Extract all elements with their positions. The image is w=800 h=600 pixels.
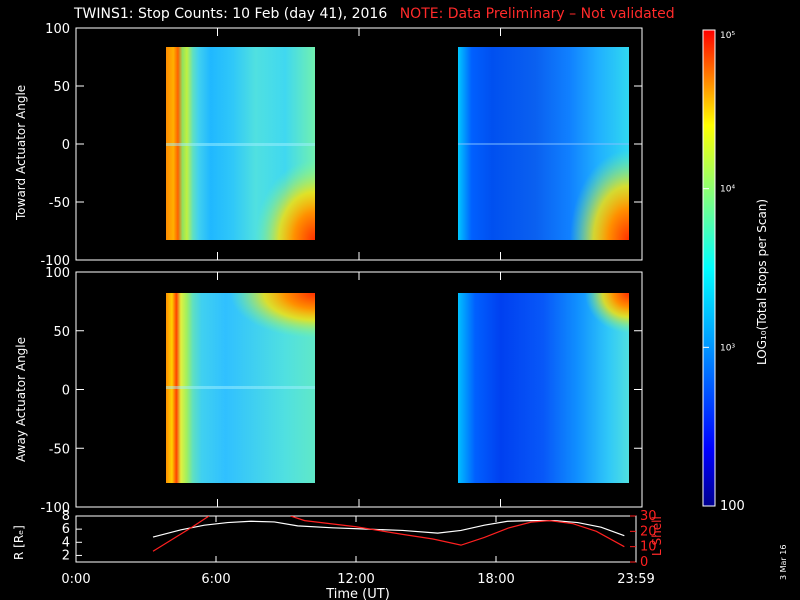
lshell-tick-label: 30 [640,509,657,524]
y-tick-label: 100 [45,22,70,37]
lshell-line [152,516,210,552]
title-note: NOTE: Data Preliminary – Not validated [399,6,675,22]
y-tick-label: 0 [62,138,70,153]
away-y-axis: 100 50 0 -50 -100 [40,266,642,516]
r-tick-label: 4 [62,535,70,550]
date-stamp: 3 Mar 16 [779,544,788,580]
away-stripe [166,386,315,389]
toward-ylabel: Toward Actuator Angle [14,84,28,220]
r-tick-label: 6 [62,522,70,537]
away-panel: 100 50 0 -50 -100 [40,266,643,516]
y-tick-label: 50 [53,80,70,95]
toward-hotspot-early [255,160,315,240]
time-tick-label: 0:00 [61,572,90,587]
away-hotspot-early [230,293,315,338]
chart-title: TWINS1: Stop Counts: 10 Feb (day 41), 20… [74,6,675,22]
toward-x-ticks [75,28,643,260]
time-axis: 0:00 6:00 12:00 18:00 23:59 Time (UT) [61,516,655,600]
radius-line [152,519,625,538]
away-x-ticks [75,272,643,507]
toward-stripe [166,143,315,146]
y-tick-label: 50 [53,325,70,340]
colorbar-tick-label: 100 [720,499,745,514]
time-tick-label: 12:00 [337,572,374,587]
colorbar-tick-label: 10³ [720,343,735,353]
lshell-label: L Shell [650,516,664,556]
away-hotspot-late [585,293,629,333]
colorbar: 10⁵ 10⁴ 10³ 100 [702,29,745,514]
y-tick-label: 0 [62,384,70,399]
lshell-tick-label: 20 [640,524,657,539]
toward-panel: 100 50 0 -50 -100 [40,22,643,269]
y-tick-label: -50 [49,196,70,211]
orbit-frame [75,515,637,563]
toward-y-axis: 100 50 0 -50 -100 [40,22,642,269]
r-tick-label: 2 [62,548,70,563]
colorbar-tick-label: 10⁵ [720,31,735,41]
colorbar-scale [702,29,716,507]
time-axis-label: Time (UT) [325,587,390,600]
time-tick-label: 23:59 [617,572,654,587]
radius-label: R [Rₑ] [12,525,26,560]
lshell-tick-label: 10 [640,540,657,555]
toward-hotspot-late [570,150,629,240]
r-tick-label: 8 [62,509,70,524]
lshell-line [290,516,625,548]
y-tick-label: 100 [45,266,70,281]
y-tick-label: -100 [40,501,70,516]
colorbar-tick-label: 10⁴ [720,185,735,195]
toward-heatmap [166,47,629,240]
lshell-tick-label: 0 [640,555,648,570]
orbit-lines [152,516,625,552]
colorbar-ticks: 10⁵ 10⁴ 10³ 100 [703,29,745,514]
time-tick-label: 18:00 [477,572,514,587]
y-tick-label: -50 [49,442,70,457]
away-ylabel: Away Actuator Angle [14,336,28,462]
time-tick-label: 6:00 [201,572,230,587]
toward-stripe [458,143,629,145]
colorbar-label: LOG₁₀(Total Stops per Scan) [755,198,769,365]
title-main: TWINS1: Stop Counts: 10 Feb (day 41), 20… [74,6,388,22]
away-heatmap [166,293,629,483]
y-tick-label: -100 [40,254,70,269]
